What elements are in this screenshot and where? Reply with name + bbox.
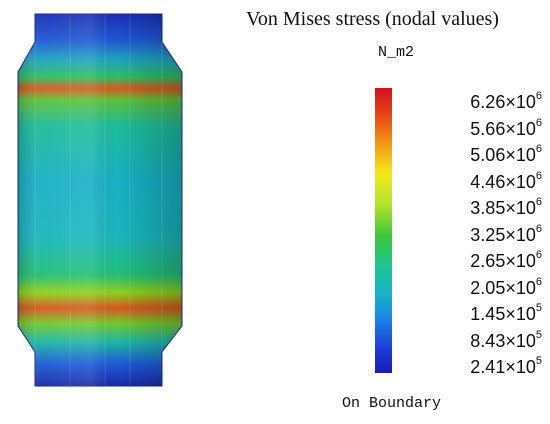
legend-tick-label: 5.06×106	[470, 141, 542, 165]
legend-tick-label: 2.65×106	[470, 247, 542, 271]
legend-tick-label: 6.26×106	[470, 88, 542, 112]
legend-tick-label: 8.43×105	[470, 327, 542, 351]
legend-tick-mantissa: 6.26×10	[470, 92, 536, 112]
footer-label: On Boundary	[342, 395, 442, 412]
legend-tick-mantissa: 5.06×10	[470, 145, 536, 165]
legend-tick-exponent: 6	[535, 275, 542, 288]
legend-tick-exponent: 5	[535, 328, 542, 341]
legend-tick-exponent: 6	[535, 90, 542, 102]
legend-tick-label: 1.45×105	[470, 300, 542, 324]
legend-tick-mantissa: 2.05×10	[470, 277, 536, 298]
legend-tick-exponent: 5	[535, 355, 542, 367]
legend-tick-label: 3.85×106	[470, 194, 542, 218]
legend-tick-exponent: 6	[535, 196, 542, 208]
legend-tick-mantissa: 8.43×10	[470, 330, 536, 351]
stress-contour-model	[17, 13, 183, 387]
legend-tick-mantissa: 2.65×10	[470, 251, 536, 271]
legend-tick-mantissa: 2.41×10	[470, 357, 536, 377]
units-label: N_m2	[378, 44, 415, 61]
legend-tick-exponent: 6	[535, 222, 542, 235]
legend-tick-label: 2.41×105	[470, 353, 542, 377]
legend-tick-exponent: 5	[535, 302, 542, 314]
legend-tick-exponent: 6	[535, 169, 542, 182]
mesh-edges	[34, 14, 163, 386]
legend-tick-mantissa: 3.25×10	[470, 224, 536, 245]
legend-tick-mantissa: 4.46×10	[470, 171, 536, 192]
legend-tick-mantissa: 1.45×10	[470, 304, 536, 324]
legend-tick-mantissa: 5.66×10	[470, 118, 536, 139]
cylinder-shading	[18, 14, 182, 386]
legend-tick-label: 3.25×106	[470, 221, 542, 245]
legend-tick-mantissa: 3.85×10	[470, 198, 536, 218]
legend-tick-label: 5.66×106	[470, 115, 542, 139]
legend-tick-exponent: 6	[535, 143, 542, 155]
legend-tick-exponent: 6	[535, 249, 542, 261]
plot-title: Von Mises stress (nodal values)	[246, 8, 499, 30]
legend-tick-label: 4.46×106	[470, 168, 542, 192]
model-viewport[interactable]	[0, 0, 200, 400]
legend-tick-exponent: 6	[535, 116, 542, 129]
color-legend-bar	[375, 88, 392, 373]
legend-tick-label: 2.05×106	[470, 274, 542, 298]
